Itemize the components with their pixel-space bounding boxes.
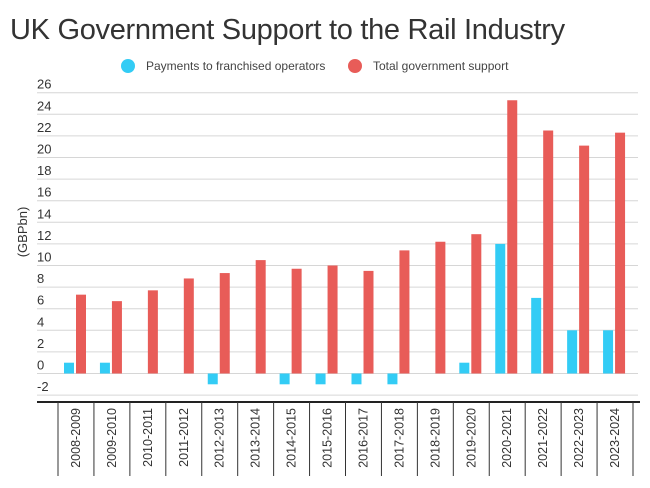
y-tick-label: 14 <box>37 206 51 221</box>
bar-total-2014-2015 <box>291 268 302 374</box>
y-tick-label: 12 <box>37 228 51 243</box>
bar-payments-2012-2013 <box>207 373 218 385</box>
bar-payments-2023-2024 <box>603 330 614 374</box>
legend-marker-0 <box>121 59 135 73</box>
bar-total-2021-2022 <box>543 130 554 374</box>
y-tick-label: 24 <box>37 98 51 113</box>
x-tick-label: 2023-2024 <box>608 408 622 468</box>
y-tick-label: 8 <box>37 271 44 286</box>
bar-total-2010-2011 <box>147 290 158 374</box>
x-tick-label: 2011-2012 <box>177 408 191 467</box>
bar-payments-2022-2023 <box>567 330 578 374</box>
bar-total-2016-2017 <box>363 270 374 374</box>
bar-total-2008-2009 <box>76 294 86 374</box>
y-tick-label: 4 <box>37 314 44 329</box>
x-tick-label: 2010-2011 <box>141 408 155 467</box>
bar-payments-2017-2018 <box>387 373 398 385</box>
y-tick-label: 0 <box>37 358 44 373</box>
bar-total-2012-2013 <box>219 273 230 374</box>
bar-payments-2020-2021 <box>495 243 506 374</box>
y-tick-label: 6 <box>37 293 44 308</box>
bar-total-2015-2016 <box>327 265 338 374</box>
y-tick-label: 10 <box>37 250 51 265</box>
x-tick-label: 2015-2016 <box>321 408 335 468</box>
bar-total-2017-2018 <box>399 250 410 374</box>
y-tick-label: 20 <box>37 142 51 157</box>
bar-total-2020-2021 <box>507 100 518 374</box>
x-tick-label: 2012-2013 <box>213 408 227 468</box>
y-tick-label: -2 <box>37 379 49 394</box>
bar-total-2022-2023 <box>579 145 590 374</box>
x-tick-label: 2013-2014 <box>249 408 263 468</box>
x-tick-label: 2009-2010 <box>105 408 119 468</box>
bar-total-2018-2019 <box>435 241 446 374</box>
bar-payments-2016-2017 <box>351 373 362 385</box>
bar-payments-2009-2010 <box>99 362 110 374</box>
bar-payments-2014-2015 <box>279 373 290 385</box>
y-tick-label: 2 <box>37 336 44 351</box>
y-tick-label: 26 <box>37 77 51 92</box>
x-tick-label: 2017-2018 <box>392 408 406 468</box>
y-tick-label: 18 <box>37 163 51 178</box>
x-tick-label: 2008-2009 <box>69 408 83 468</box>
x-tick-label: 2016-2017 <box>356 408 370 468</box>
bar-payments-2019-2020 <box>459 362 470 374</box>
bar-payments-2015-2016 <box>315 373 326 385</box>
legend-label-0: Payments to franchised operators <box>146 59 325 73</box>
bar-payments-2021-2022 <box>531 297 542 374</box>
y-tick-label: 22 <box>37 120 51 135</box>
bar-total-2023-2024 <box>615 132 626 374</box>
bar-payments-2008-2009 <box>64 362 74 374</box>
x-tick-label: 2019-2020 <box>464 408 478 468</box>
bar-total-2009-2010 <box>111 301 122 374</box>
legend-label-1: Total government support <box>373 59 509 73</box>
x-tick-label: 2022-2023 <box>572 408 586 468</box>
x-tick-label: 2020-2021 <box>500 408 514 468</box>
bar-total-2011-2012 <box>183 278 194 374</box>
x-tick-label: 2014-2015 <box>285 408 299 468</box>
chart-title: UK Government Support to the Rail Indust… <box>10 14 565 46</box>
legend-marker-1 <box>348 59 362 73</box>
x-tick-label: 2018-2019 <box>428 408 442 468</box>
bar-total-2013-2014 <box>255 260 266 374</box>
x-tick-label: 2021-2022 <box>536 408 550 468</box>
y-tick-label: 16 <box>37 185 51 200</box>
bar-total-2019-2020 <box>471 234 482 374</box>
y-axis-label: (GBPbn) <box>15 207 30 258</box>
